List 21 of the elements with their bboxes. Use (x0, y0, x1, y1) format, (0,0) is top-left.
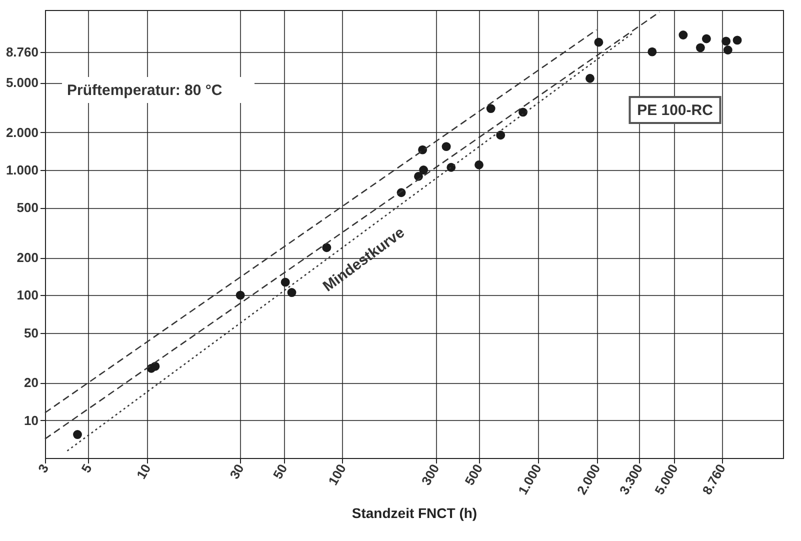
x-axis-title: Standzeit FNCT (h) (352, 505, 478, 522)
annotation: PE 100-RC (637, 102, 714, 119)
x-tick-label: 300 (418, 462, 442, 488)
x-tick-label: 100 (325, 462, 350, 488)
y-tick-label: 500 (16, 200, 38, 216)
y-tick-label: 8.760 (6, 44, 38, 60)
y-tick-label: 10 (24, 412, 38, 428)
x-tick-label: 10 (133, 462, 154, 482)
y-tick-label: 5.000 (6, 75, 38, 90)
annotation: Prüftemperatur: 80 °C (67, 82, 222, 99)
y-tick-label: 20 (24, 375, 38, 390)
x-tick-label: 3 (34, 462, 52, 476)
y-tick-label: 1.000 (6, 162, 38, 178)
y-tick-label: 100 (16, 288, 38, 303)
x-tick-label: 5 (78, 462, 95, 476)
x-tick-label: 30 (226, 462, 247, 482)
y-tick-label: 200 (16, 250, 38, 266)
x-tick-label: 50 (270, 462, 290, 482)
x-tick-label: 500 (462, 462, 486, 488)
y-tick-label: 2.000 (6, 124, 38, 140)
y-tick-label: 50 (24, 325, 38, 340)
